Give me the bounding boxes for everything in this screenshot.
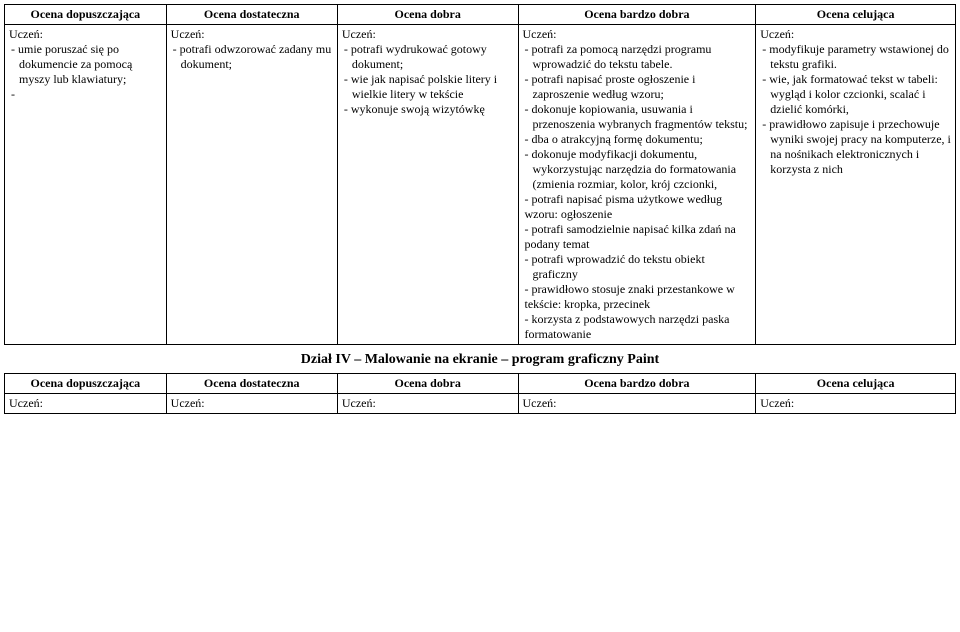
table-row: Uczeń: Uczeń: Uczeń: Uczeń: Uczeń: — [5, 393, 956, 413]
col-header-2: Ocena dostateczna — [166, 373, 337, 393]
uczen-label: Uczeń: — [9, 27, 162, 42]
col-header-3: Ocena dobra — [337, 373, 518, 393]
cell-2: Uczeń: - potrafi odwzorować zadany mu do… — [166, 25, 337, 345]
uczen-label: Uczeń: — [760, 396, 794, 410]
list-item: - potrafi za pomocą narzędzi programu wp… — [523, 42, 752, 72]
list-item: - dokonuje modyfikacji dokumentu, wykorz… — [523, 147, 752, 192]
uczen-label: Uczeń: — [171, 27, 333, 42]
list-item: - potrafi wydrukować gotowy dokument; — [342, 42, 514, 72]
list-item: - dba o atrakcyjną formę dokumentu; — [523, 132, 752, 147]
cell-5: Uczeń: — [756, 393, 956, 413]
col-header-1: Ocena dopuszczająca — [5, 5, 167, 25]
list-item: - potrafi wprowadzić do tekstu obiekt gr… — [523, 252, 752, 282]
uczen-label: Uczeń: — [342, 27, 514, 42]
col-header-1: Ocena dopuszczająca — [5, 373, 167, 393]
uczen-label: Uczeń: — [342, 396, 376, 410]
list-item: - wie jak napisać polskie litery i wielk… — [342, 72, 514, 102]
list-item: - modyfikuje parametry wstawionej do tek… — [760, 42, 951, 72]
list-item: - prawidłowo zapisuje i przechowuje wyni… — [760, 117, 951, 177]
uczen-label: Uczeń: — [171, 396, 205, 410]
list-item: - potrafi odwzorować zadany mu dokument; — [171, 42, 333, 72]
grades-table-1: Ocena dopuszczająca Ocena dostateczna Oc… — [4, 4, 956, 345]
cell-2: Uczeń: — [166, 393, 337, 413]
section-title: Dział IV – Malowanie na ekranie – progra… — [4, 345, 956, 373]
list-item: - wie, jak formatować tekst w tabeli: wy… — [760, 72, 951, 117]
cell-4: Uczeń: - potrafi za pomocą narzędzi prog… — [518, 25, 756, 345]
list-item: - dokonuje kopiowania, usuwania i przeno… — [523, 102, 752, 132]
list-item: - prawidłowo stosuje znaki przestankowe … — [523, 282, 752, 312]
uczen-label: Uczeń: — [523, 396, 557, 410]
table-header-row: Ocena dopuszczająca Ocena dostateczna Oc… — [5, 5, 956, 25]
col-header-4: Ocena bardzo dobra — [518, 373, 756, 393]
list-item: - potrafi samodzielnie napisać kilka zda… — [523, 222, 752, 252]
list-item: - umie poruszać się po dokumencie za pom… — [9, 42, 162, 87]
grades-table-2: Ocena dopuszczająca Ocena dostateczna Oc… — [4, 373, 956, 414]
cell-4: Uczeń: — [518, 393, 756, 413]
list-item: - potrafi napisać proste ogłoszenie i za… — [523, 72, 752, 102]
uczen-label: Uczeń: — [523, 27, 752, 42]
cell-5: Uczeń: - modyfikuje parametry wstawionej… — [756, 25, 956, 345]
list-item: - wykonuje swoją wizytówkę — [342, 102, 514, 117]
col-header-4: Ocena bardzo dobra — [518, 5, 756, 25]
list-item: - potrafi napisać pisma użytkowe według … — [523, 192, 752, 222]
cell-3: Uczeń: - potrafi wydrukować gotowy dokum… — [337, 25, 518, 345]
table-row: Uczeń: - umie poruszać się po dokumencie… — [5, 25, 956, 345]
list-item: - — [9, 87, 162, 102]
table-header-row: Ocena dopuszczająca Ocena dostateczna Oc… — [5, 373, 956, 393]
uczen-label: Uczeń: — [760, 27, 951, 42]
col-header-3: Ocena dobra — [337, 5, 518, 25]
col-header-2: Ocena dostateczna — [166, 5, 337, 25]
col-header-5: Ocena celująca — [756, 5, 956, 25]
list-item: - korzysta z podstawowych narzędzi paska… — [523, 312, 752, 342]
cell-1: Uczeń: - umie poruszać się po dokumencie… — [5, 25, 167, 345]
uczen-label: Uczeń: — [9, 396, 43, 410]
cell-3: Uczeń: — [337, 393, 518, 413]
cell-1: Uczeń: — [5, 393, 167, 413]
col-header-5: Ocena celująca — [756, 373, 956, 393]
